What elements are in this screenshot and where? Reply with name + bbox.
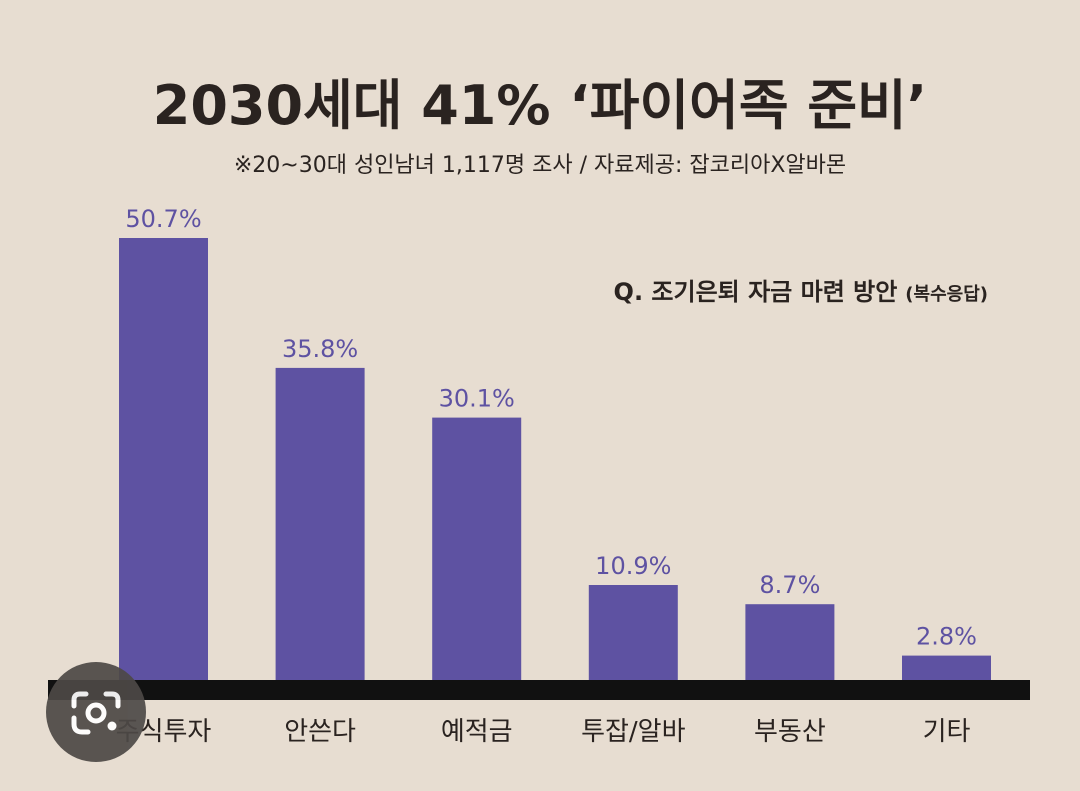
- value-label-0: 50.7%: [125, 205, 201, 233]
- category-label-3: 투잡/알바: [581, 717, 686, 747]
- category-label-2: 예적금: [441, 717, 513, 747]
- value-label-2: 30.1%: [439, 385, 515, 413]
- value-label-4: 8.7%: [759, 571, 820, 599]
- chart-question: Q. 조기은퇴 자금 마련 방안 (복수응답): [614, 278, 988, 306]
- google-lens-button[interactable]: [46, 662, 146, 762]
- chart-title: 2030세대 41% ‘파이어족 준비’: [153, 74, 927, 137]
- x-axis-baseline: [48, 680, 1030, 700]
- bar-3: [588, 585, 678, 680]
- value-label-1: 35.8%: [282, 335, 358, 363]
- bar-2: [432, 417, 522, 680]
- bar-4: [745, 604, 835, 680]
- bar-5: [902, 655, 991, 680]
- value-label-5: 2.8%: [916, 623, 977, 651]
- question-text: Q. 조기은퇴 자금 마련 방안: [614, 278, 898, 306]
- chart-subtitle: ※20~30대 성인남녀 1,117명 조사 / 자료제공: 잡코리아X알바몬: [234, 153, 846, 178]
- google-lens-icon: [71, 691, 121, 735]
- category-labels-group: 주식투자 안쓴다 예적금 투잡/알바 부동산 기타: [116, 717, 971, 747]
- bar-0: [119, 238, 208, 680]
- value-label-3: 10.9%: [595, 552, 671, 580]
- category-label-5: 기타: [923, 717, 971, 747]
- bar-1: [275, 367, 365, 680]
- category-label-1: 안쓴다: [284, 717, 356, 747]
- category-label-4: 부동산: [754, 717, 826, 747]
- bars-group: [119, 238, 991, 680]
- question-note: (복수응답): [905, 284, 988, 305]
- value-labels-group: 50.7% 35.8% 30.1% 10.9% 8.7% 2.8%: [125, 205, 977, 651]
